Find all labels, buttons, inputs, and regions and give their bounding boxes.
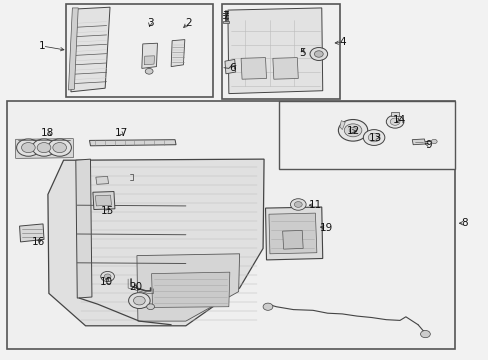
Text: 20: 20 [129,282,142,292]
Text: 10: 10 [100,276,113,287]
Circle shape [430,139,436,144]
Polygon shape [282,230,303,249]
Circle shape [367,133,379,142]
Text: 17: 17 [114,128,128,138]
FancyBboxPatch shape [222,4,339,99]
Text: 6: 6 [228,63,235,73]
Circle shape [348,127,356,133]
Text: 13: 13 [368,132,382,143]
Polygon shape [16,139,73,158]
Circle shape [146,304,154,310]
Polygon shape [339,121,345,130]
Text: 7: 7 [222,11,229,21]
Polygon shape [89,140,176,146]
Circle shape [32,139,56,156]
Text: 14: 14 [392,114,406,125]
Polygon shape [142,43,157,68]
Polygon shape [144,56,154,65]
Polygon shape [71,7,110,92]
Polygon shape [171,40,184,67]
FancyBboxPatch shape [278,101,454,169]
Polygon shape [68,8,78,90]
Text: 8: 8 [460,218,467,228]
Circle shape [309,48,327,60]
Circle shape [290,199,305,210]
Circle shape [386,115,403,128]
Circle shape [53,143,66,153]
Text: 2: 2 [184,18,191,28]
Text: 5: 5 [298,48,305,58]
Polygon shape [223,21,228,23]
Circle shape [314,51,323,57]
Text: 1: 1 [39,41,46,51]
Circle shape [294,202,302,207]
Circle shape [133,296,145,305]
Text: 11: 11 [308,200,322,210]
Polygon shape [20,224,44,242]
Circle shape [101,271,114,282]
Circle shape [128,293,150,309]
Circle shape [420,330,429,338]
Polygon shape [93,192,115,210]
Polygon shape [227,8,322,94]
Polygon shape [76,159,92,298]
Polygon shape [48,159,264,326]
Polygon shape [137,254,239,321]
Polygon shape [224,59,235,74]
Text: 18: 18 [41,128,55,138]
Polygon shape [151,272,229,307]
Circle shape [389,118,399,125]
Polygon shape [265,207,322,260]
Text: 12: 12 [346,126,360,136]
Polygon shape [272,58,298,79]
Text: 16: 16 [31,237,45,247]
Text: 9: 9 [424,140,431,150]
Circle shape [104,274,111,279]
Polygon shape [268,213,316,254]
Text: 19: 19 [319,222,333,233]
Circle shape [48,139,71,156]
Text: 3: 3 [146,18,153,28]
Polygon shape [241,58,266,79]
Circle shape [338,120,367,141]
Circle shape [37,143,51,153]
Polygon shape [390,112,398,116]
Circle shape [21,143,35,153]
Polygon shape [96,176,108,184]
Circle shape [363,130,384,145]
Circle shape [263,303,272,310]
Circle shape [145,68,153,74]
Circle shape [17,139,40,156]
Polygon shape [95,195,111,206]
Text: 15: 15 [101,206,114,216]
FancyBboxPatch shape [66,4,212,97]
Circle shape [344,124,361,137]
Polygon shape [411,139,425,145]
Text: 4: 4 [338,37,345,48]
FancyBboxPatch shape [7,101,454,349]
